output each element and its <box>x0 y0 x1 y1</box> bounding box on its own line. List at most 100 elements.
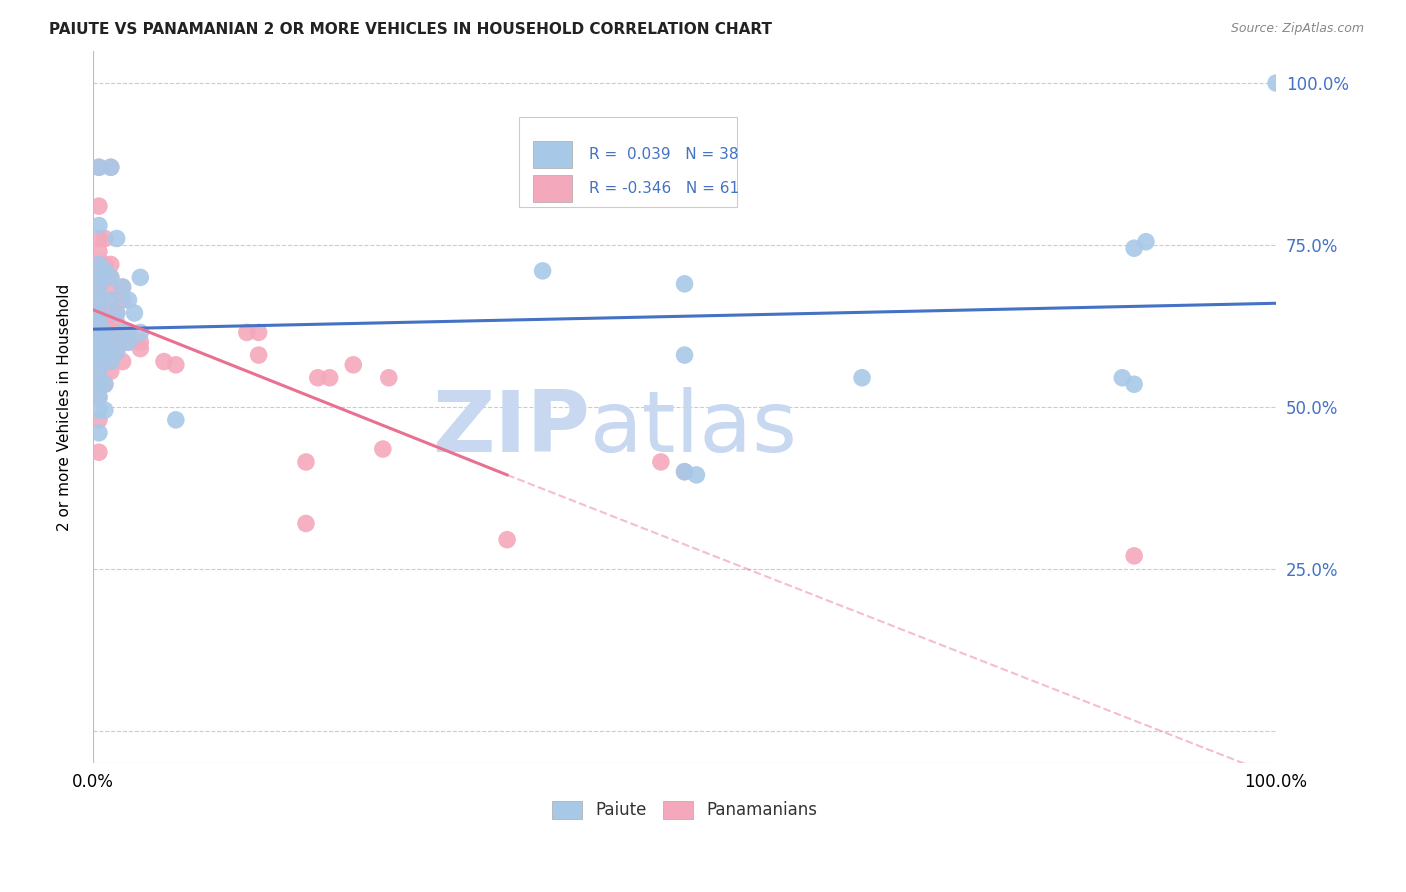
Legend: Paiute, Panamanians: Paiute, Panamanians <box>546 794 824 826</box>
Point <box>87 335 110 350</box>
Text: PAIUTE VS PANAMANIAN 2 OR MORE VEHICLES IN HOUSEHOLD CORRELATION CHART: PAIUTE VS PANAMANIAN 2 OR MORE VEHICLES … <box>49 22 772 37</box>
Point <box>111 293 134 307</box>
Point <box>100 354 122 368</box>
Point <box>87 316 110 330</box>
Point <box>117 326 139 340</box>
Point <box>87 326 110 340</box>
Y-axis label: 2 or more Vehicles in Household: 2 or more Vehicles in Household <box>58 284 72 531</box>
Point <box>87 306 110 320</box>
Point <box>105 306 128 320</box>
Point <box>87 335 110 350</box>
Point <box>1265 76 1288 90</box>
Point <box>851 370 873 384</box>
Point <box>87 257 110 271</box>
Text: ZIP: ZIP <box>432 387 591 470</box>
Point <box>673 348 696 362</box>
Point <box>153 354 176 368</box>
Point <box>100 293 122 307</box>
Point <box>87 270 110 285</box>
Point <box>236 326 259 340</box>
Point <box>87 231 110 245</box>
Point <box>87 413 110 427</box>
Point <box>87 425 110 440</box>
Point <box>531 264 554 278</box>
Point <box>87 344 110 359</box>
Point <box>129 326 152 340</box>
Point <box>247 348 270 362</box>
Point <box>94 326 117 340</box>
Point <box>673 277 696 291</box>
Point <box>87 161 110 175</box>
Point <box>105 316 128 330</box>
Point <box>318 370 340 384</box>
Point <box>94 377 117 392</box>
Point <box>94 344 117 359</box>
Point <box>673 465 696 479</box>
Point <box>94 264 117 278</box>
Point <box>100 306 122 320</box>
Point <box>129 342 152 356</box>
Text: R = -0.346   N = 61: R = -0.346 N = 61 <box>589 181 740 196</box>
Point <box>100 257 122 271</box>
Point <box>1135 235 1157 249</box>
Point <box>105 344 128 359</box>
Point <box>87 354 110 368</box>
Text: Source: ZipAtlas.com: Source: ZipAtlas.com <box>1230 22 1364 36</box>
Point <box>100 335 122 350</box>
Point <box>129 270 152 285</box>
Point <box>87 364 110 378</box>
Point <box>117 335 139 350</box>
Point <box>100 280 122 294</box>
Point <box>87 257 110 271</box>
Point <box>94 316 117 330</box>
Point <box>111 280 134 294</box>
Point <box>87 445 110 459</box>
Point <box>105 231 128 245</box>
Point <box>87 219 110 233</box>
Point <box>100 293 122 307</box>
Point <box>165 413 187 427</box>
Point <box>111 354 134 368</box>
Point <box>94 403 117 417</box>
Point <box>100 161 122 175</box>
Point <box>87 326 110 340</box>
Point <box>1111 370 1133 384</box>
Point <box>100 270 122 285</box>
Point <box>87 280 110 294</box>
Point <box>94 231 117 245</box>
Point <box>87 354 110 368</box>
Point <box>87 316 110 330</box>
Point <box>378 370 401 384</box>
Point <box>371 442 394 456</box>
Point <box>117 293 139 307</box>
Text: R =  0.039   N = 38: R = 0.039 N = 38 <box>589 147 738 162</box>
Point <box>111 326 134 340</box>
Point <box>87 364 110 378</box>
Point <box>87 403 110 417</box>
Point <box>87 280 110 294</box>
Point <box>100 364 122 378</box>
Point <box>295 455 318 469</box>
Point <box>87 293 110 307</box>
Point <box>496 533 519 547</box>
Point <box>87 390 110 404</box>
Point <box>105 326 128 340</box>
Point <box>87 306 110 320</box>
Point <box>87 270 110 285</box>
Point <box>87 293 110 307</box>
Point <box>94 326 117 340</box>
Text: atlas: atlas <box>591 387 799 470</box>
Point <box>1123 241 1146 255</box>
Point <box>295 516 318 531</box>
Point <box>105 306 128 320</box>
Point <box>87 244 110 259</box>
Point <box>94 335 117 350</box>
Point <box>111 280 134 294</box>
Point <box>100 161 122 175</box>
Point <box>87 390 110 404</box>
Point <box>94 377 117 392</box>
Point <box>124 306 146 320</box>
Point <box>1123 377 1146 392</box>
Point <box>685 467 707 482</box>
Point <box>87 377 110 392</box>
